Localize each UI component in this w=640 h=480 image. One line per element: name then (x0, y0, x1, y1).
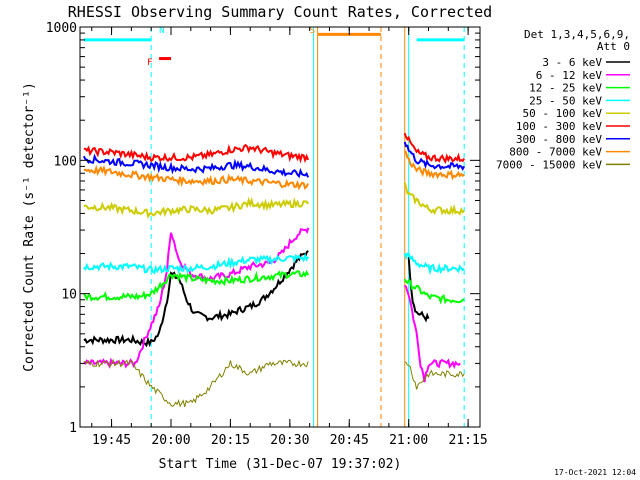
series-line (83, 250, 430, 348)
legend-header: Det 1,3,4,5,6,9, (524, 28, 630, 41)
series-line (83, 252, 465, 276)
x-tick-label: 20:15 (211, 433, 250, 448)
plot-frame (79, 26, 481, 428)
series-line (83, 132, 466, 165)
x-tick-label: 19:45 (92, 433, 131, 448)
legend-entry-label: 800 - 7000 keV (509, 146, 602, 159)
x-tick-label: 20:45 (330, 433, 369, 448)
y-tick-label: 1000 (46, 21, 77, 36)
legend-entry-label: 25 - 50 keV (529, 94, 602, 107)
y-axis-label: Corrected Count Rate (s⁻¹ detector⁻¹) (22, 82, 37, 372)
x-tick-label: 21:00 (389, 433, 428, 448)
x-tick-label: 20:30 (270, 433, 309, 448)
plot-area: N F S (79, 26, 481, 428)
legend-header: Att 0 (597, 40, 630, 53)
series-line (82, 141, 466, 179)
footer-timestamp: 17-Oct-2021 12:04 (554, 468, 636, 477)
legend-entry-label: 7000 - 15000 keV (496, 158, 602, 171)
legend-entry-label: 50 - 100 keV (523, 107, 603, 120)
legend-entry-label: 3 - 6 keV (542, 56, 602, 69)
x-axis-label: Start Time (31-Dec-07 19:37:02) (159, 457, 402, 472)
x-tick-label: 21:15 (449, 433, 488, 448)
saa-flag-label: S (310, 26, 315, 36)
y-tick-label: 100 (54, 154, 77, 169)
x-axis: 19:45 20:00 20:15 20:30 20:45 21:00 21:15 (91, 27, 488, 448)
y-axis: 1 10 100 1000 (46, 21, 480, 436)
y-tick-label: 10 (61, 288, 77, 303)
chart-title: RHESSI Observing Summary Count Rates, Co… (68, 3, 492, 21)
series-line (83, 182, 465, 219)
flare-flag-label: F (147, 58, 152, 68)
night-flag-label: N (159, 26, 164, 36)
legend-entry-label: 12 - 25 keV (529, 82, 602, 95)
legend-entry-label: 6 - 12 keV (536, 69, 603, 82)
legend-entry-label: 100 - 300 keV (516, 120, 602, 133)
y-tick-label: 1 (69, 421, 77, 436)
series-line (83, 358, 465, 408)
series-line (82, 269, 465, 305)
legend-entry-label: 300 - 800 keV (516, 133, 602, 146)
x-tick-label: 20:00 (151, 433, 190, 448)
series-line (83, 227, 461, 383)
series-line (83, 150, 465, 191)
